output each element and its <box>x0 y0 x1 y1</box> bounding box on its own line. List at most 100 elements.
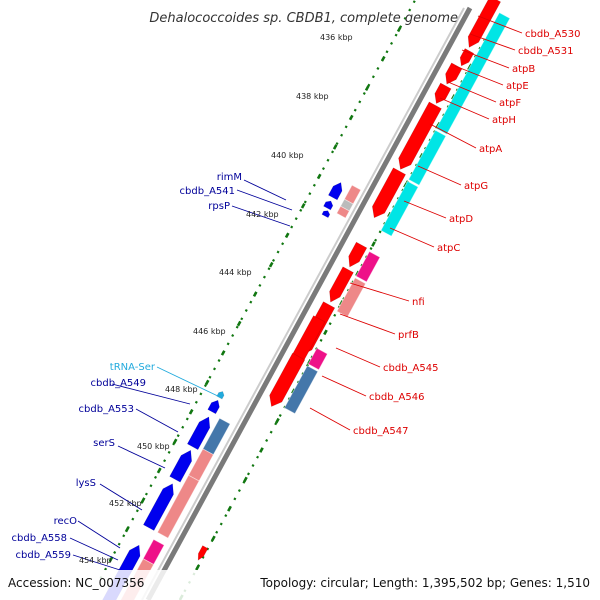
label-leader <box>99 483 143 511</box>
tick-dot <box>408 8 412 12</box>
gene-label[interactable]: cbdb_A530 <box>525 29 580 40</box>
tick-dot <box>144 492 148 496</box>
gene-label[interactable]: atpG <box>464 181 488 192</box>
tick-dot <box>369 247 373 251</box>
tick-major <box>204 379 210 386</box>
gene-arrow <box>216 391 225 400</box>
gene-arrow <box>169 449 192 483</box>
tick-dot <box>233 497 237 501</box>
tick-dot <box>122 534 126 538</box>
gene-arrow <box>186 416 211 451</box>
tick-dot <box>321 167 325 171</box>
tick-major <box>316 173 322 180</box>
gene-label[interactable]: cbdb_A558 <box>12 533 67 544</box>
kbp-label: 444 kbp <box>219 268 252 277</box>
tick-dot <box>390 41 394 45</box>
gene-arrow <box>398 101 442 170</box>
gene-label[interactable]: atpA <box>479 144 502 155</box>
gene-label[interactable]: atpC <box>437 243 460 254</box>
tick-dot <box>185 417 189 421</box>
label-leader <box>156 366 223 399</box>
kbp-label: 440 kbp <box>271 151 304 160</box>
tick-dot <box>308 192 312 196</box>
label-leader <box>231 205 291 227</box>
gene-label[interactable]: cbdb_A531 <box>518 46 573 57</box>
gene-label[interactable]: cbdb_A541 <box>180 186 235 197</box>
tick-dot <box>249 300 253 304</box>
gene-label[interactable]: atpB <box>512 64 535 75</box>
tick-major <box>243 476 248 483</box>
footer-bar <box>0 570 600 600</box>
tick-major <box>195 564 200 571</box>
tick-dot <box>219 522 223 526</box>
tick-dot <box>269 430 273 434</box>
tick-dot <box>246 472 250 476</box>
tick-dot <box>224 514 228 518</box>
tick-dot <box>131 517 135 521</box>
label-leader <box>477 15 523 34</box>
label-leader <box>454 65 504 86</box>
gene-label[interactable]: serS <box>93 438 115 449</box>
tick-dot <box>181 425 185 429</box>
gene-label[interactable]: cbdb_A546 <box>369 392 424 403</box>
label-leader <box>236 189 293 211</box>
label-leader <box>389 227 435 248</box>
tick-dot <box>331 150 335 154</box>
tick-major <box>348 114 354 121</box>
tick-major <box>259 447 264 453</box>
tick-dot <box>240 317 244 321</box>
genome-backbone <box>145 6 473 600</box>
gene-label[interactable]: cbdb_A547 <box>353 426 408 437</box>
tick-dot <box>215 530 219 534</box>
gene-label[interactable]: cbdb_A559 <box>16 550 71 561</box>
gene-label[interactable]: recO <box>54 516 78 527</box>
gene-label[interactable]: cbdb_A553 <box>79 404 134 415</box>
gene-label[interactable]: atpD <box>449 214 473 225</box>
gene-block <box>380 180 419 237</box>
tick-major <box>156 467 162 474</box>
gene-label[interactable]: rpsP <box>208 201 230 212</box>
tick-dot <box>135 509 139 513</box>
gene-block <box>283 365 319 415</box>
gene-arrow <box>269 352 306 407</box>
kbp-label: 454 kbp <box>79 556 112 565</box>
gene-label[interactable]: cbdb_A545 <box>383 363 438 374</box>
tick-dot <box>199 392 203 396</box>
gene-label[interactable]: tRNA-Ser <box>110 362 156 373</box>
tick-dot <box>251 464 255 468</box>
gene-block <box>156 474 200 539</box>
gene-label[interactable]: atpE <box>506 81 529 92</box>
label-leader <box>339 313 396 335</box>
tick-dot <box>281 242 285 246</box>
tick-dot <box>378 230 382 234</box>
tick-dot <box>299 208 303 212</box>
tick-dot <box>201 555 205 559</box>
tick-dot <box>149 484 153 488</box>
gene-label[interactable]: nfi <box>412 297 425 308</box>
gene-label[interactable]: atpH <box>492 115 516 126</box>
kbp-label: 436 kbp <box>320 33 353 42</box>
tick-dot <box>231 334 235 337</box>
label-leader <box>243 179 287 201</box>
tick-dot <box>176 434 180 438</box>
tick-dot <box>290 225 294 229</box>
gene-arrow <box>197 545 209 561</box>
tick-major <box>300 203 306 209</box>
tick-dot <box>203 384 207 388</box>
gene-label[interactable]: rimM <box>217 172 242 183</box>
tick-major <box>140 497 146 503</box>
label-leader <box>72 554 121 571</box>
gene-arrow <box>142 483 174 531</box>
tick-major <box>275 417 280 424</box>
gene-label[interactable]: atpF <box>499 98 521 109</box>
gene-label[interactable]: lysS <box>76 478 96 489</box>
tick-major <box>220 350 226 356</box>
gene-label[interactable]: cbdb_A549 <box>91 378 146 389</box>
gene-arrow <box>371 167 407 219</box>
tick-dot <box>374 238 378 242</box>
label-leader <box>117 445 166 469</box>
gene-arrow <box>329 266 354 303</box>
gene-label[interactable]: prfB <box>398 330 419 341</box>
label-leader <box>335 347 381 368</box>
